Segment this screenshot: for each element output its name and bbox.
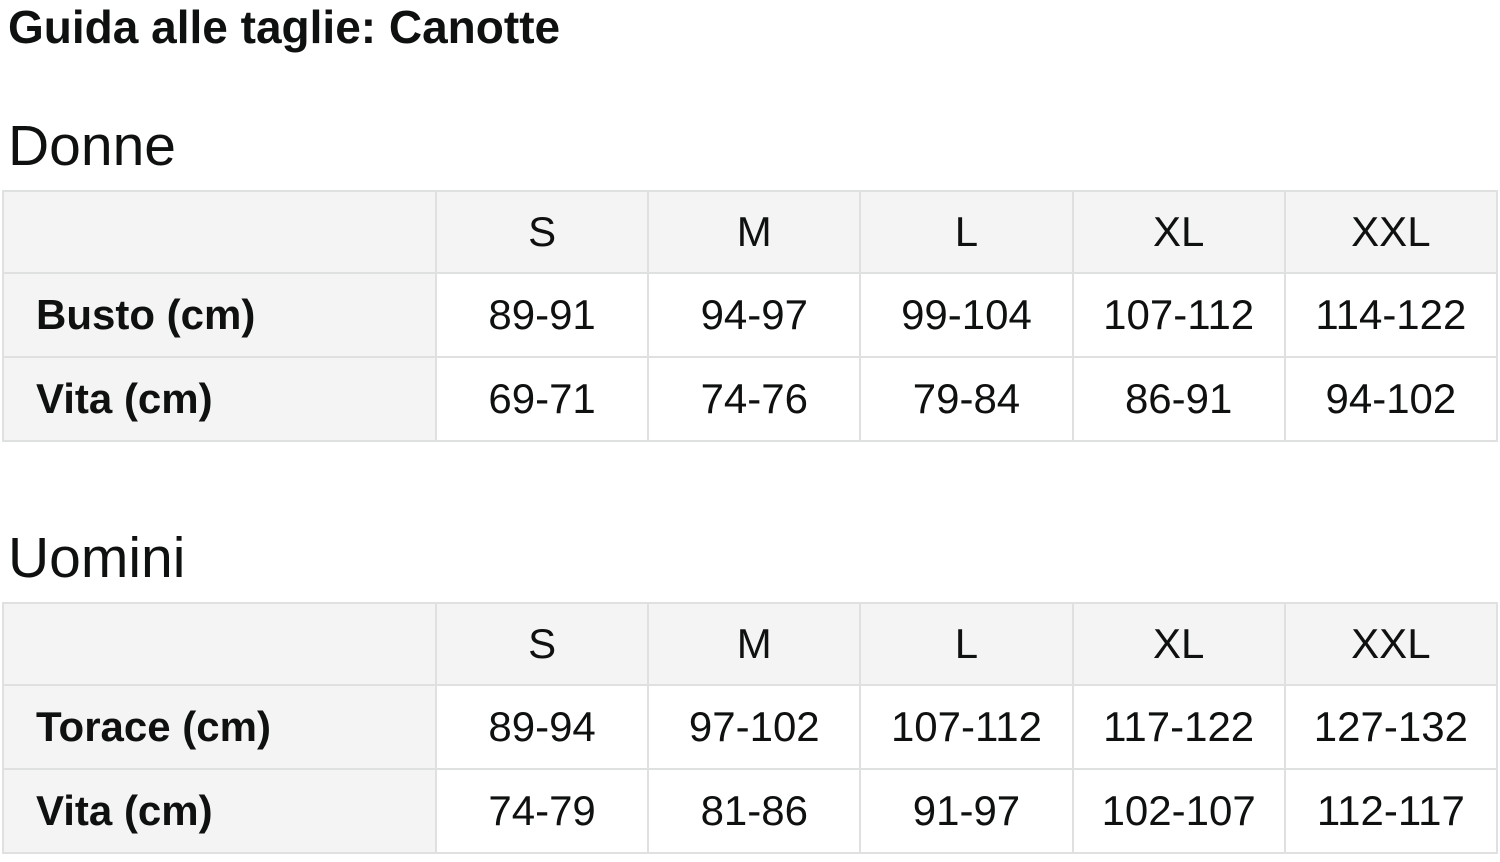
section-title-uomini: Uomini (8, 526, 186, 590)
column-header-xl: XL (1071, 190, 1286, 274)
column-header-l: L (859, 190, 1074, 274)
column-header-m: M (647, 190, 862, 274)
table-cell: 79-84 (859, 356, 1074, 442)
column-header-m: M (647, 602, 862, 686)
corner-cell (2, 602, 437, 686)
row-label: Vita (cm) (2, 356, 437, 442)
table-header-row: S M L XL XXL (2, 190, 1499, 274)
table-cell: 99-104 (859, 272, 1074, 358)
column-header-xxl: XXL (1283, 602, 1499, 686)
row-label: Torace (cm) (2, 684, 437, 770)
table-cell: 94-102 (1283, 356, 1499, 442)
table-cell: 97-102 (647, 684, 862, 770)
column-header-s: S (434, 602, 650, 686)
table-cell: 102-107 (1071, 768, 1286, 854)
table-header-row: S M L XL XXL (2, 602, 1499, 686)
page-title: Guida alle taglie: Canotte (8, 1, 561, 53)
corner-cell (2, 190, 437, 274)
column-header-xxl: XXL (1283, 190, 1499, 274)
table-row-torace: Torace (cm) 89-94 97-102 107-112 117-122… (2, 684, 1499, 770)
table-cell: 107-112 (859, 684, 1074, 770)
table-cell: 114-122 (1283, 272, 1499, 358)
table-cell: 117-122 (1071, 684, 1286, 770)
table-row-vita-uomini: Vita (cm) 74-79 81-86 91-97 102-107 112-… (2, 768, 1499, 854)
table-cell: 127-132 (1283, 684, 1499, 770)
table-cell: 112-117 (1283, 768, 1499, 854)
column-header-s: S (434, 190, 650, 274)
table-cell: 74-79 (434, 768, 650, 854)
section-uomini: Uomini S M L XL XXL Torace (cm) 8 (0, 526, 1500, 854)
table-cell: 69-71 (434, 356, 650, 442)
table-cell: 91-97 (859, 768, 1074, 854)
row-label: Busto (cm) (2, 272, 437, 358)
column-header-l: L (859, 602, 1074, 686)
row-label: Vita (cm) (2, 768, 437, 854)
table-row-busto: Busto (cm) 89-91 94-97 99-104 107-112 11… (2, 272, 1499, 358)
size-table-uomini: S M L XL XXL Torace (cm) 89-94 97-102 10… (2, 602, 1499, 854)
column-header-xl: XL (1071, 602, 1286, 686)
size-table-donne: S M L XL XXL Busto (cm) 89-91 94-97 99-1… (2, 190, 1499, 442)
table-cell: 86-91 (1071, 356, 1286, 442)
table-cell: 89-94 (434, 684, 650, 770)
table-cell: 107-112 (1071, 272, 1286, 358)
table-cell: 89-91 (434, 272, 650, 358)
table-row-vita-donne: Vita (cm) 69-71 74-76 79-84 86-91 94-102 (2, 356, 1499, 442)
table-cell: 74-76 (647, 356, 862, 442)
section-donne: Donne S M L XL XXL Busto (cm) 89- (0, 114, 1500, 442)
table-cell: 81-86 (647, 768, 862, 854)
section-title-donne: Donne (8, 114, 176, 178)
table-cell: 94-97 (647, 272, 862, 358)
